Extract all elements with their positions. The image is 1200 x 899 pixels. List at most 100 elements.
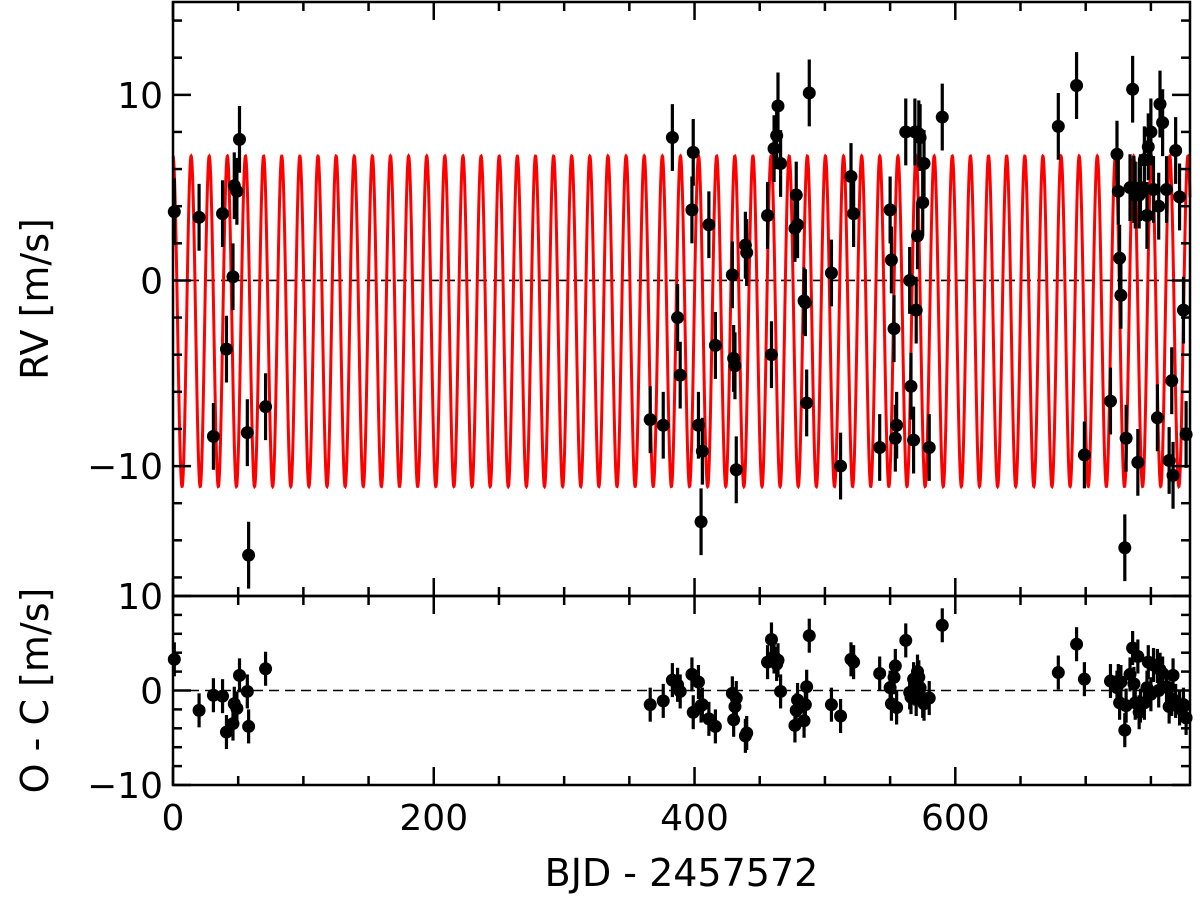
rv-point <box>240 426 254 440</box>
rv-point <box>834 459 848 473</box>
rv-point <box>729 463 743 477</box>
residual-point <box>1127 677 1141 691</box>
rv-point <box>910 229 924 243</box>
rv-point <box>694 515 708 529</box>
residual-point <box>1051 666 1065 680</box>
rv-point <box>695 444 709 458</box>
rv-point <box>798 296 812 310</box>
residual-point <box>922 691 936 705</box>
residual-point <box>740 726 754 740</box>
rv-point <box>917 156 931 170</box>
residual-y-tick-label: −10 <box>87 766 163 807</box>
rv-point <box>771 99 785 113</box>
x-tick-labels: 0 200 400 600 <box>162 798 990 839</box>
rv-point <box>1077 448 1091 462</box>
residual-y-tick-label: 10 <box>117 577 163 618</box>
rv-point <box>1150 411 1164 425</box>
residual-point <box>192 703 206 717</box>
rv-point <box>1118 541 1132 555</box>
residual-point <box>824 698 838 712</box>
residual-point <box>673 684 687 698</box>
rv-point <box>884 253 898 267</box>
rv-point <box>1146 182 1160 196</box>
rv-point <box>702 218 716 232</box>
rv-point <box>1111 184 1125 198</box>
residual-point <box>1131 649 1145 663</box>
rv-point <box>728 359 742 373</box>
rv-point <box>800 396 814 410</box>
rv-point <box>935 110 949 124</box>
rv-y-axis-label: RV [m/s] <box>13 218 57 380</box>
rv-point <box>1144 125 1158 139</box>
residual-point <box>890 701 904 715</box>
rv-point <box>1166 468 1180 482</box>
rv-point <box>1141 140 1155 154</box>
x-tick-label: 0 <box>162 798 185 839</box>
residual-point <box>230 701 244 715</box>
rv-point <box>916 195 930 209</box>
residual-point <box>888 659 902 673</box>
rv-point <box>206 429 220 443</box>
rv-point <box>216 207 230 221</box>
residual-point <box>802 629 816 643</box>
residual-point <box>167 652 181 666</box>
residual-point <box>1077 672 1091 686</box>
residual-point <box>899 633 913 647</box>
rv-point <box>1126 82 1140 96</box>
residual-y-tick-label: 0 <box>140 672 163 713</box>
residual-point <box>1166 668 1180 682</box>
residual-point <box>240 684 254 698</box>
rv-point <box>725 268 739 282</box>
residual-point <box>1118 723 1132 737</box>
residual-point <box>643 698 657 712</box>
residual-point <box>1070 637 1084 651</box>
residual-point <box>1114 675 1128 689</box>
rv-point <box>656 418 670 432</box>
rv-point <box>844 169 858 183</box>
residual-point <box>708 719 722 733</box>
rv-point <box>665 131 679 145</box>
rv-point <box>1156 116 1170 130</box>
rv-model-curve <box>171 153 1192 490</box>
rv-point <box>219 342 233 356</box>
rv-point <box>1176 303 1190 317</box>
residuals-y-axis-label: O - C [m/s] <box>13 588 57 794</box>
x-axis-label: BJD - 2457572 <box>545 851 819 895</box>
rv-point <box>673 368 687 382</box>
rv-y-tick-label: 0 <box>140 261 163 302</box>
rv-point <box>847 207 861 221</box>
rv-point <box>1165 374 1179 388</box>
rv-point <box>873 441 887 454</box>
rv-point <box>774 156 788 170</box>
residual-point <box>771 653 785 667</box>
residual-point <box>798 698 812 712</box>
residual-point <box>834 709 848 723</box>
rv-point <box>232 132 246 146</box>
residuals-data-points <box>167 608 1193 753</box>
rv-point <box>230 184 244 198</box>
rv-point <box>686 145 700 159</box>
residuals-axis-ticks <box>171 594 1190 787</box>
rv-point <box>909 303 923 317</box>
residual-point <box>232 668 246 682</box>
rv-point <box>1119 431 1133 445</box>
rv-point <box>643 413 657 427</box>
rv-panel: −10 0 10 RV [m/s] <box>13 0 1193 598</box>
rv-point <box>1110 147 1124 161</box>
residual-point <box>242 719 256 733</box>
residuals-panel-frame <box>171 594 1192 787</box>
rv-point <box>671 311 685 325</box>
rv-point <box>1152 199 1166 213</box>
rv-point <box>767 142 781 156</box>
x-tick-label: 200 <box>399 798 468 839</box>
rv-point <box>887 322 901 336</box>
rv-point <box>802 86 816 100</box>
x-tick-label: 400 <box>660 798 729 839</box>
residual-point <box>695 698 709 712</box>
residual-point <box>774 684 788 698</box>
residual-point <box>259 662 273 676</box>
rv-point <box>1103 394 1117 408</box>
x-tick-label: 600 <box>921 798 990 839</box>
rv-point <box>883 203 897 217</box>
